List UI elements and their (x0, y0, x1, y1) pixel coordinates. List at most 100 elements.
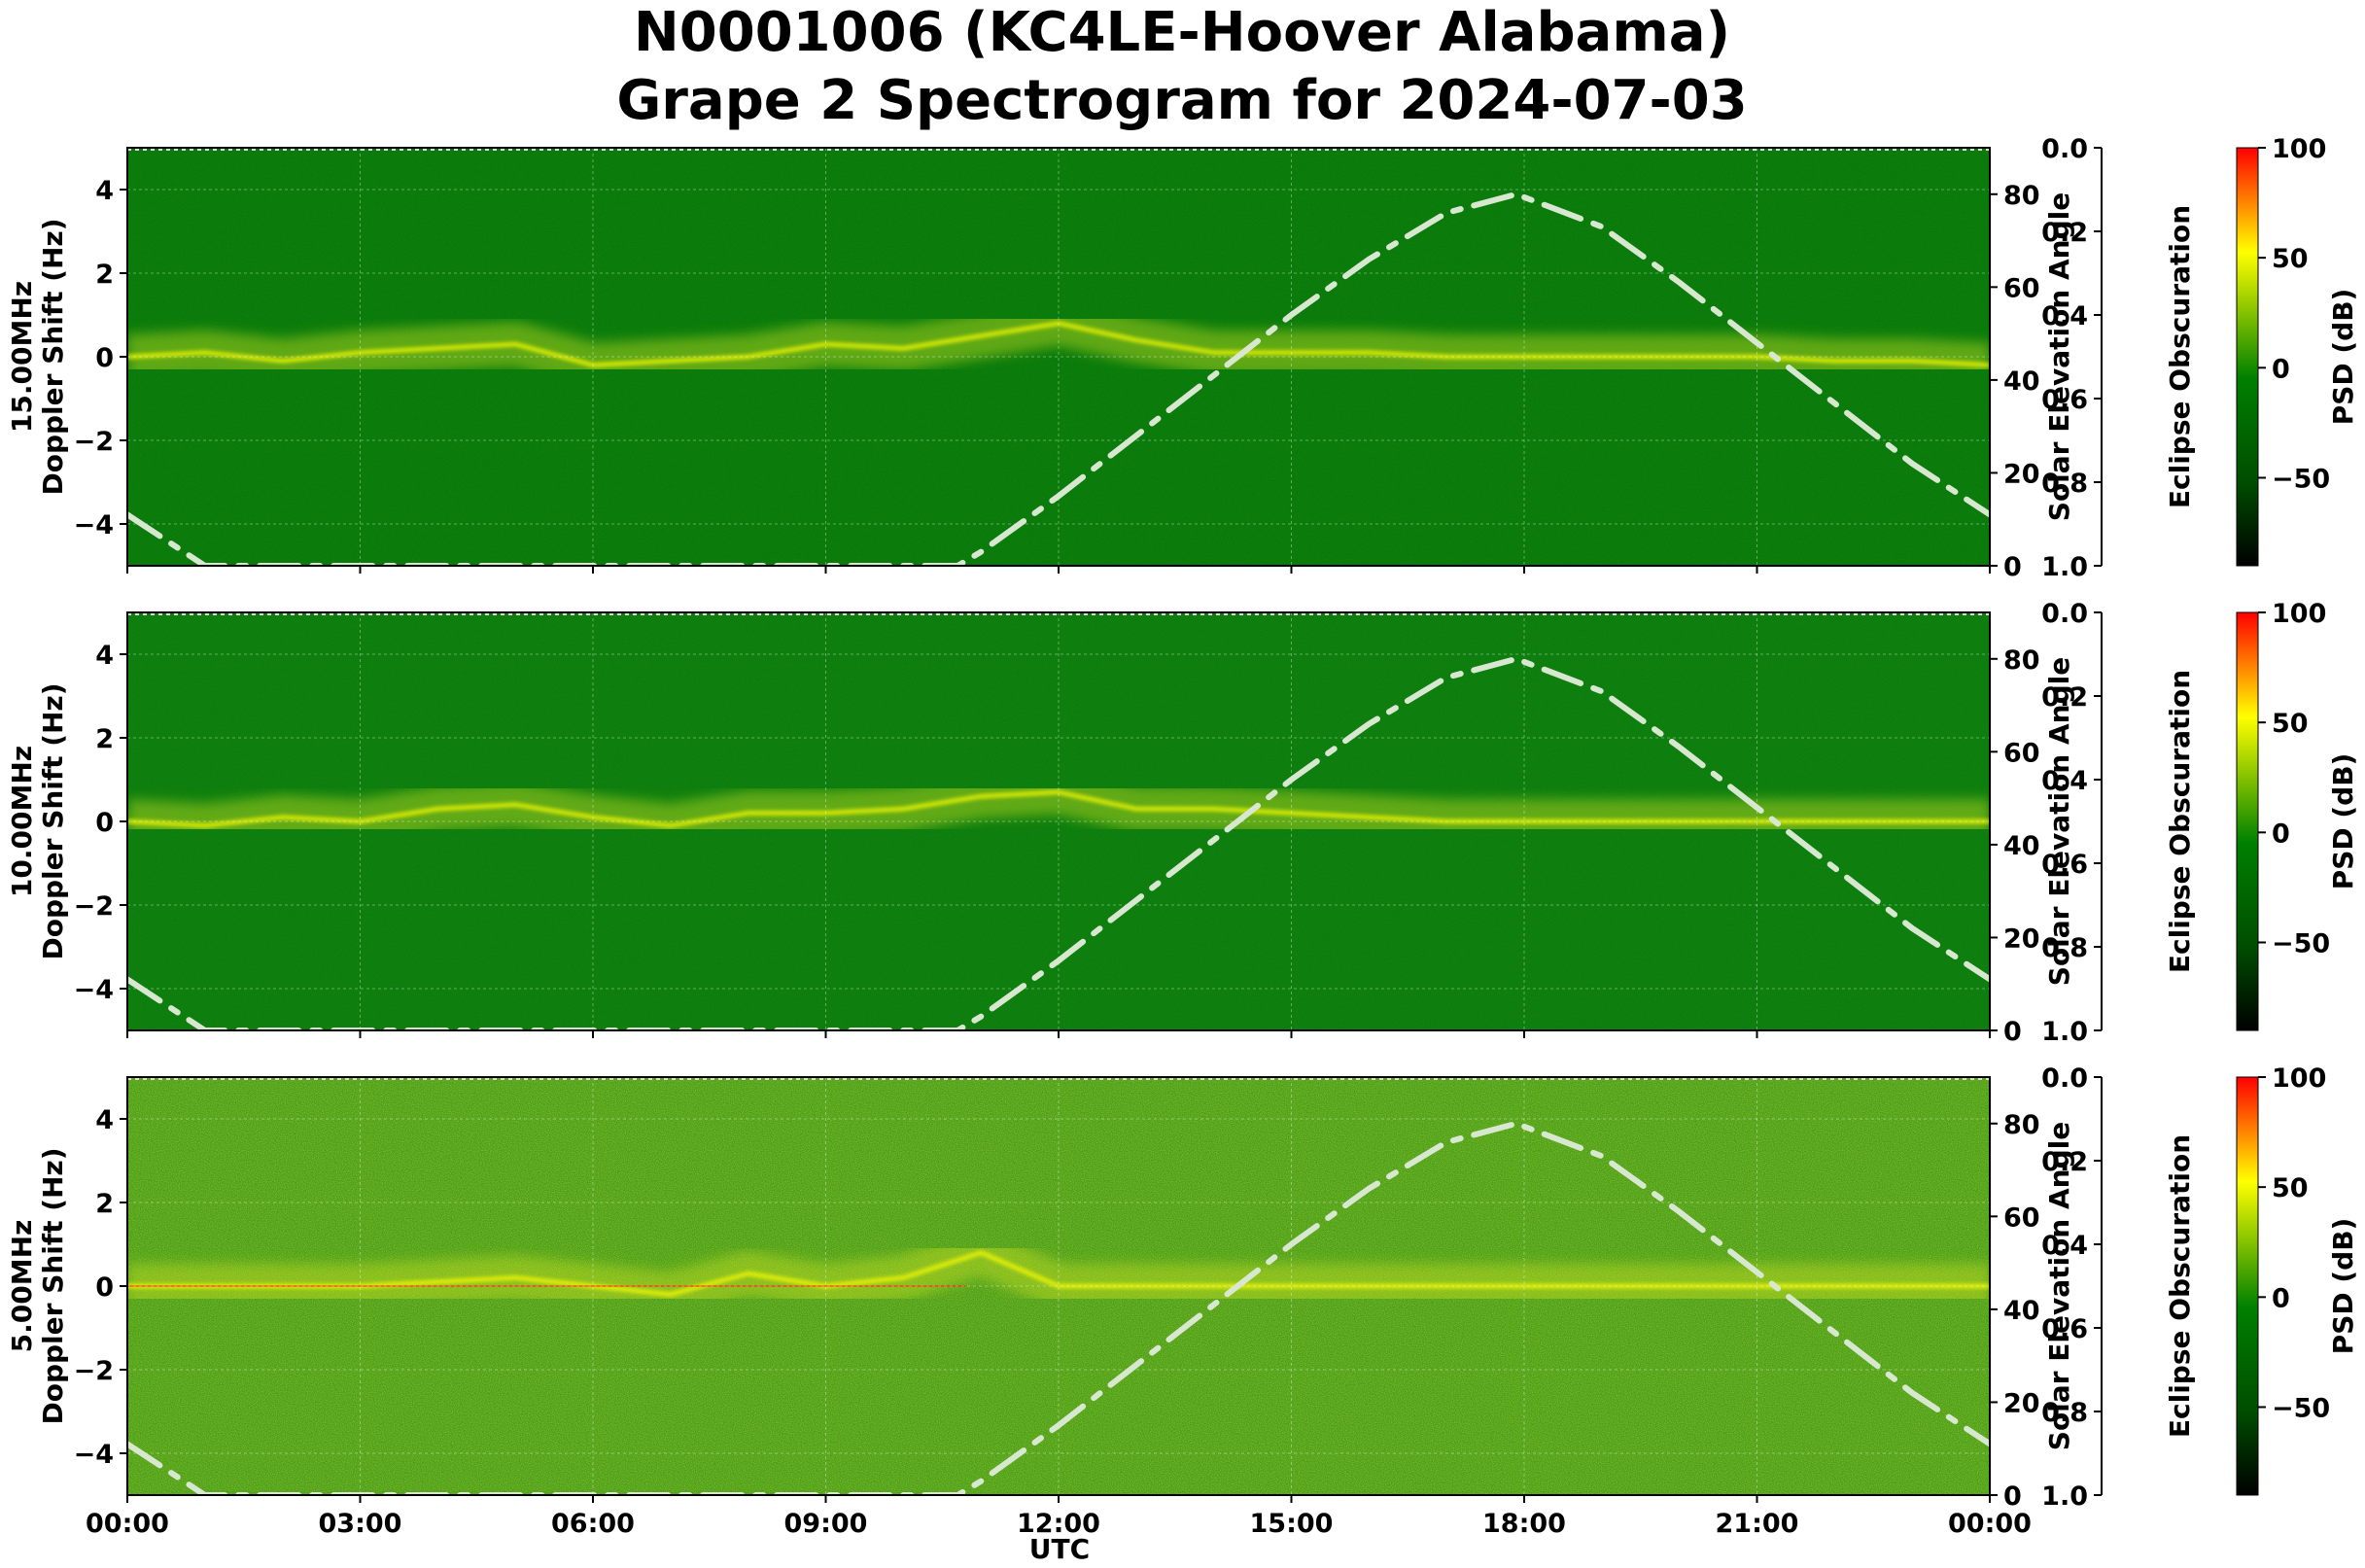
eclipse-tick-label: 0.8 (2041, 1398, 2088, 1428)
y-tick-label: 2 (95, 724, 114, 754)
y-tick-label: 0 (95, 343, 114, 373)
eclipse-tick-label: 0.6 (2041, 1314, 2088, 1344)
solar-tick-label: 20 (2003, 1388, 2040, 1418)
panel-frequency-label: 15.00MHz (6, 281, 38, 433)
colorbar-label: PSD (dB) (2327, 1218, 2359, 1355)
panel-frequency-label: 5.00MHz (6, 1220, 38, 1353)
y-axis-label: Doppler Shift (Hz) (37, 1147, 69, 1424)
x-tick-label: 00:00 (86, 1509, 169, 1539)
eclipse-tick-label: 0.6 (2041, 385, 2088, 415)
colorbar-tick-label: 50 (2272, 244, 2309, 274)
colorbar-label: PSD (dB) (2327, 289, 2359, 426)
solar-elevation-curve (127, 191, 1990, 566)
eclipse-tick-label: 0.8 (2041, 933, 2088, 963)
solar-tick-label: 20 (2003, 923, 2040, 954)
eclipse-tick-label: 0.6 (2041, 850, 2088, 880)
colorbar-tick-label: 100 (2272, 599, 2326, 629)
colorbar-tick-label: −50 (2272, 1393, 2330, 1423)
x-tick-label: 21:00 (1716, 1509, 1799, 1539)
eclipse-tick-label: 1.0 (2041, 1481, 2088, 1512)
colorbar-tick-label: 0 (2272, 819, 2290, 849)
solar-elevation-label: Solar Elevation Angle (2043, 657, 2075, 986)
eclipse-tick-label: 0.4 (2041, 766, 2088, 796)
solar-tick-label: 60 (2003, 273, 2040, 303)
panel-15-00mhz: −4 −2 0 2 4 15.00MHz Doppler Shift (Hz) 0 20 40 60… (6, 134, 2359, 582)
y-tick-label: 0 (95, 808, 114, 838)
spectrogram-area (127, 1077, 1990, 1495)
eclipse-tick-label: 1.0 (2041, 1017, 2088, 1047)
eclipse-tick-label: 0.2 (2041, 1147, 2088, 1177)
y-tick-label: −4 (74, 1440, 114, 1470)
panel-5-00mhz: −4 −2 0 2 4 5.00MHz Doppler Shift (Hz) 0 20 40 60 8… (6, 1063, 2359, 1539)
solar-tick-label: 60 (2003, 738, 2040, 768)
y-tick-label: 4 (95, 641, 114, 671)
solar-tick-label: 0 (2003, 552, 2022, 582)
y-tick-label: 4 (95, 176, 114, 206)
y-tick-label: −4 (74, 510, 114, 540)
x-tick-label: 03:00 (319, 1509, 402, 1539)
x-tick-label: 18:00 (1482, 1509, 1566, 1539)
solar-tick-label: 0 (2003, 1481, 2022, 1512)
y-tick-label: 2 (95, 260, 114, 290)
eclipse-tick-label: 1.0 (2041, 552, 2088, 582)
doppler-trace (127, 789, 1990, 828)
colorbar-tick-label: 0 (2272, 1283, 2290, 1313)
x-tick-label: 15:00 (1250, 1509, 1334, 1539)
solar-tick-label: 60 (2003, 1202, 2040, 1233)
y-tick-label: −2 (74, 427, 114, 457)
solar-elevation-curve (127, 655, 1990, 1030)
title-line-1: N0001006 (KC4LE-Hoover Alabama) (634, 1, 1730, 64)
eclipse-tick-label: 0.2 (2041, 682, 2088, 713)
solar-tick-label: 40 (2003, 1296, 2040, 1326)
solar-tick-label: 0 (2003, 1017, 2022, 1047)
spectrogram-area (127, 612, 1990, 1030)
colorbar-tick-label: −50 (2272, 928, 2330, 958)
x-tick-label: 00:00 (1948, 1509, 2032, 1539)
colorbar-tick-label: 100 (2272, 1063, 2326, 1094)
solar-tick-label: 80 (2003, 1110, 2040, 1140)
eclipse-tick-label: 0.4 (2041, 301, 2088, 331)
solar-elevation-label: Solar Elevation Angle (2043, 192, 2075, 521)
eclipse-tick-label: 0.2 (2041, 218, 2088, 248)
eclipse-tick-label: 0.4 (2041, 1231, 2088, 1261)
y-tick-label: −4 (74, 975, 114, 1005)
y-tick-label: 2 (95, 1189, 114, 1219)
solar-tick-label: 20 (2003, 459, 2040, 489)
y-tick-label: 4 (95, 1105, 114, 1135)
psd-colorbar (2236, 1076, 2259, 1496)
eclipse-obscuration-label: Eclipse Obscuration (2164, 1134, 2196, 1438)
title-line-2: Grape 2 Spectrogram for 2024-07-03 (616, 69, 1747, 132)
eclipse-tick-label: 0.0 (2041, 1063, 2088, 1094)
solar-elevation-curve (127, 1120, 1990, 1495)
panel-frequency-label: 10.00MHz (6, 746, 38, 897)
eclipse-obscuration-label: Eclipse Obscuration (2164, 670, 2196, 973)
spectrogram-area (127, 148, 1990, 566)
y-tick-label: −2 (74, 891, 114, 922)
solar-tick-label: 80 (2003, 645, 2040, 676)
solar-tick-label: 40 (2003, 366, 2040, 397)
y-axis-label: Doppler Shift (Hz) (37, 218, 69, 495)
eclipse-tick-label: 0.0 (2041, 134, 2088, 164)
eclipse-tick-label: 0.0 (2041, 599, 2088, 629)
solar-tick-label: 40 (2003, 831, 2040, 861)
colorbar-tick-label: 0 (2272, 354, 2290, 384)
psd-colorbar (2236, 147, 2259, 567)
eclipse-obscuration-label: Eclipse Obscuration (2164, 205, 2196, 508)
doppler-trace (127, 1250, 1990, 1297)
colorbar-tick-label: −50 (2272, 464, 2330, 494)
panel-10-00mhz: −4 −2 0 2 4 10.00MHz Doppler Shift (Hz) 0 20 40 60… (6, 599, 2359, 1047)
x-tick-label: 09:00 (784, 1509, 868, 1539)
doppler-trace (127, 321, 1990, 367)
y-tick-label: 0 (95, 1272, 114, 1303)
x-tick-label: 06:00 (551, 1509, 635, 1539)
colorbar-tick-label: 50 (2272, 1173, 2309, 1203)
psd-colorbar (2236, 611, 2259, 1031)
eclipse-tick-label: 0.8 (2041, 469, 2088, 499)
y-axis-label: Doppler Shift (Hz) (37, 682, 69, 959)
y-tick-label: −2 (74, 1356, 114, 1386)
colorbar-tick-label: 50 (2272, 709, 2309, 739)
x-tick-label: 12:00 (1017, 1509, 1100, 1539)
colorbar-label: PSD (dB) (2327, 753, 2359, 890)
